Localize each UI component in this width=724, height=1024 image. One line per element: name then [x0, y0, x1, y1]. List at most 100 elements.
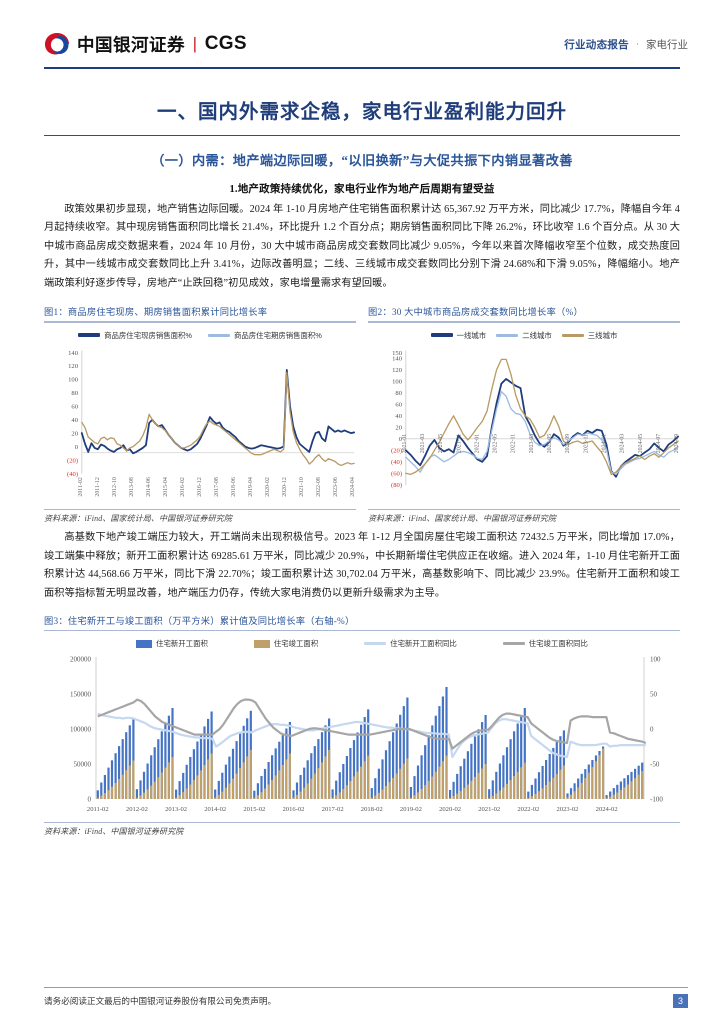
- svg-text:80: 80: [395, 390, 402, 397]
- report-type-label: 行业动态报告: [564, 38, 629, 51]
- legend-label: 二线城市: [522, 330, 552, 340]
- chart-2-title-rule: [368, 321, 680, 323]
- svg-text:2024-03: 2024-03: [620, 433, 626, 453]
- svg-text:2022-05: 2022-05: [493, 433, 499, 453]
- svg-text:2016-12: 2016-12: [197, 477, 203, 497]
- legend-item: 商品房住宅现房销售面积%: [78, 330, 192, 341]
- chart-1-legend: 商品房住宅现房销售面积% 商品房住宅期房销售面积%: [44, 323, 356, 343]
- chart-2-plot: 150 140 120 100 80 60 40 20 0 (20) (40) (60) (80) 20…: [368, 343, 680, 508]
- svg-text:50000: 50000: [74, 761, 92, 769]
- svg-text:150: 150: [392, 349, 403, 356]
- chart-3: 图3：住宅新开工与竣工面积（万平方米）累计值及同比增长率（右轴-%） 住宅新开工…: [44, 613, 680, 837]
- chart-3-title: 图3：住宅新开工与竣工面积（万平方米）累计值及同比增长率（右轴-%）: [44, 617, 355, 628]
- svg-text:200000: 200000: [70, 656, 92, 664]
- svg-text:2015-02: 2015-02: [243, 806, 265, 813]
- svg-text:60: 60: [395, 401, 402, 408]
- svg-text:2012-02: 2012-02: [126, 806, 148, 813]
- svg-text:100: 100: [392, 378, 403, 385]
- legend-bar-swatch: [253, 639, 270, 648]
- svg-text:120: 120: [392, 367, 403, 374]
- legend-line-swatch: [430, 333, 453, 338]
- svg-text:2022-02: 2022-02: [517, 806, 539, 813]
- svg-text:0: 0: [650, 726, 654, 734]
- svg-text:-100: -100: [650, 796, 663, 804]
- brand-divider: |: [193, 34, 197, 53]
- svg-text:2024-02: 2024-02: [596, 806, 618, 813]
- svg-text:(40): (40): [67, 470, 78, 477]
- svg-text:2022-01: 2022-01: [474, 433, 480, 453]
- legend-line-swatch: [496, 333, 519, 337]
- svg-text:2023-06: 2023-06: [333, 477, 339, 497]
- svg-text:2017-08: 2017-08: [214, 477, 220, 497]
- section-heading-divider: [44, 134, 680, 136]
- legend-line-swatch: [208, 333, 230, 337]
- legend-item: 住宅竣工面积同比: [502, 638, 588, 649]
- meta-separator-dot: ·: [636, 39, 639, 49]
- svg-text:2023-05: 2023-05: [547, 433, 553, 453]
- svg-text:2021-02: 2021-02: [478, 806, 500, 813]
- body-paragraph-1: 政策效果初步显现，地产销售边际回暖。2024 年 1-10 月房地产住宅销售面积…: [44, 203, 680, 289]
- svg-text:(80): (80): [391, 482, 402, 489]
- chart-1-source-rule: [44, 509, 356, 511]
- chart-3-svg: 200000 150000 100000 50000 0 100 50 0 -50 -100 2…: [70, 656, 663, 814]
- header-divider: [44, 67, 680, 69]
- page-footer: 请务必阅读正文最后的中国银河证券股份有限公司免责声明。 3: [44, 986, 688, 1008]
- svg-text:50: 50: [650, 691, 658, 699]
- chart-3-title-rule: [44, 630, 680, 632]
- svg-text:2020-02: 2020-02: [439, 806, 461, 813]
- chart-1: 图1：商品房住宅现房、期房销售面积累计同比增长率 商品房住宅现房销售面积% 商品…: [44, 304, 356, 524]
- svg-text:2011-02: 2011-02: [78, 477, 84, 496]
- svg-text:0: 0: [399, 436, 403, 443]
- section-heading-3: 1.地产政策持续优化，家电行业作为地产后周期有望受益: [229, 183, 495, 195]
- legend-item: 住宅新开工面积: [136, 638, 208, 649]
- legend-label: 商品房住宅期房销售面积%: [234, 330, 322, 340]
- svg-text:2016-02: 2016-02: [283, 806, 305, 813]
- brand-name-en: CGS: [204, 33, 247, 54]
- footer-disclaimer: 请务必阅读正文最后的中国银河证券股份有限公司免责声明。: [44, 996, 277, 1006]
- svg-text:2022-11: 2022-11: [511, 433, 517, 452]
- legend-line-swatch: [502, 642, 525, 646]
- chart-3-source-rule: [44, 822, 680, 824]
- legend-bar-swatch: [136, 639, 153, 648]
- header-meta: 行业动态报告 · 家电行业: [564, 37, 688, 52]
- svg-text:2015-04: 2015-04: [163, 477, 169, 497]
- industry-label: 家电行业: [646, 39, 688, 51]
- svg-text:2019-04: 2019-04: [248, 477, 254, 497]
- legend-label: 住宅新开工面积同比: [390, 639, 457, 649]
- svg-text:20: 20: [71, 430, 78, 437]
- svg-text:60: 60: [71, 403, 78, 410]
- legend-label: 住宅竣工面积同比: [528, 639, 588, 649]
- svg-text:100000: 100000: [70, 726, 92, 734]
- svg-text:2023-03: 2023-03: [529, 433, 535, 453]
- svg-text:2024-07: 2024-07: [656, 433, 662, 453]
- svg-text:2013-02: 2013-02: [165, 806, 187, 813]
- legend-line-swatch: [78, 333, 101, 338]
- page-header: 中国银河证券 | CGS 行业动态报告 · 家电行业: [0, 0, 724, 62]
- svg-text:80: 80: [71, 390, 78, 397]
- svg-text:2014-06: 2014-06: [146, 477, 152, 497]
- legend-label: 三线城市: [587, 330, 618, 340]
- svg-text:40: 40: [71, 417, 78, 424]
- chart-1-title-rule: [44, 321, 356, 323]
- footer-divider: [44, 986, 688, 988]
- chart-2-source-rule: [368, 509, 680, 511]
- legend-item: 住宅竣工面积: [253, 638, 318, 649]
- brand-lockup: 中国银河证券 | CGS: [44, 32, 247, 57]
- legend-label: 住宅新开工面积: [156, 639, 208, 649]
- svg-text:2020-02: 2020-02: [265, 477, 271, 497]
- svg-text:2023-09: 2023-09: [565, 433, 571, 453]
- svg-text:20: 20: [395, 424, 402, 431]
- chart-1-svg: 140 120 100 80 60 40 20 0 (20) (40) 2011-02 2011-1…: [67, 349, 356, 497]
- svg-text:(40): (40): [391, 459, 402, 466]
- svg-text:2021-03: 2021-03: [420, 433, 426, 453]
- svg-text:(20): (20): [67, 457, 78, 464]
- chart-2: 图2：30 大中城市商品房成交套数同比增长率（%） 一线城市 二线城市 三线城市: [368, 304, 680, 524]
- chart-1-plot: 140 120 100 80 60 40 20 0 (20) (40) 2011-02 2011-1…: [44, 343, 356, 508]
- svg-text:2022-08: 2022-08: [316, 477, 322, 497]
- svg-text:2011-02: 2011-02: [87, 806, 109, 813]
- legend-item: 商品房住宅期房销售面积%: [208, 330, 322, 341]
- legend-label: 一线城市: [456, 330, 487, 340]
- legend-item: 三线城市: [561, 330, 618, 341]
- legend-line-swatch: [561, 333, 584, 337]
- legend-line-swatch: [364, 642, 387, 646]
